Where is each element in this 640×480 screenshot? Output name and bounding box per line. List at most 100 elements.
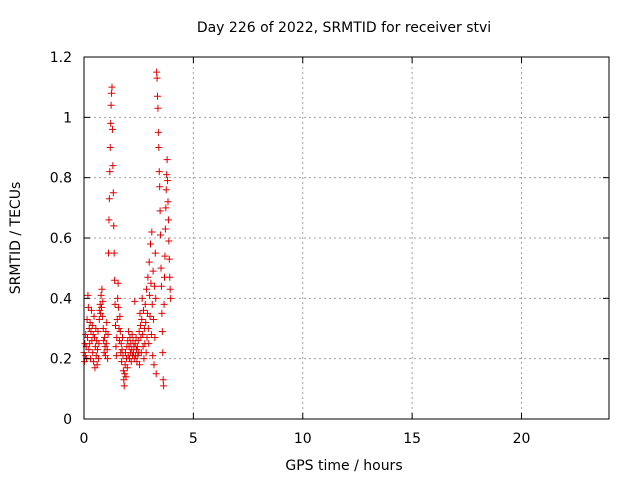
x-tick-label: 10 (294, 431, 312, 447)
data-points (80, 68, 175, 390)
data-point (84, 334, 91, 342)
data-point (88, 321, 96, 329)
data-point (122, 373, 130, 381)
data-point (136, 321, 144, 329)
data-point (138, 315, 146, 323)
data-point (95, 315, 103, 323)
data-point (150, 315, 158, 323)
data-point (104, 355, 112, 363)
data-point (141, 300, 149, 308)
data-point (151, 249, 159, 257)
data-point (90, 312, 98, 320)
data-point (114, 279, 122, 287)
data-point (150, 282, 158, 290)
data-point (108, 89, 116, 97)
y-tick-label: 0.2 (50, 352, 72, 368)
data-point (107, 101, 115, 109)
data-point (109, 162, 117, 170)
data-point (145, 258, 153, 266)
data-point (138, 294, 146, 302)
data-point (147, 240, 154, 248)
data-point (160, 382, 168, 390)
data-point (103, 318, 111, 326)
data-point (149, 352, 157, 360)
data-point (112, 343, 120, 351)
x-axis-ticks: 0 5 10 15 20 (80, 57, 531, 447)
data-point (151, 334, 159, 342)
y-tick-label: 0.6 (50, 231, 72, 247)
y-tick-label: 0 (63, 412, 72, 428)
data-point (160, 300, 168, 308)
data-point (123, 364, 131, 372)
data-point (106, 144, 114, 151)
data-point (146, 291, 154, 299)
data-point (102, 340, 110, 348)
data-point (142, 318, 150, 326)
data-point (152, 370, 160, 378)
data-point (155, 168, 163, 176)
data-point (117, 340, 125, 348)
data-point (114, 294, 122, 302)
data-point (144, 325, 152, 332)
data-point (109, 189, 117, 197)
data-point (94, 346, 102, 354)
data-point (158, 328, 166, 336)
data-point (85, 325, 93, 332)
data-point (165, 255, 173, 263)
y-axis-label: SRMTID / TECUs (8, 182, 24, 295)
data-point (154, 92, 161, 100)
data-point (85, 346, 93, 354)
data-point (166, 273, 174, 281)
data-point (161, 225, 169, 233)
x-tick-label: 20 (513, 431, 531, 447)
data-point (140, 306, 147, 314)
data-point (106, 168, 114, 176)
data-point (147, 331, 155, 339)
data-point (163, 171, 171, 179)
data-point (159, 349, 167, 357)
data-point (135, 328, 143, 336)
data-point (125, 328, 133, 336)
data-point (136, 309, 144, 317)
data-point (89, 331, 97, 339)
data-point (136, 361, 144, 369)
data-point (144, 273, 152, 281)
data-point (157, 231, 165, 239)
data-point (100, 349, 108, 357)
data-point (143, 334, 151, 342)
data-point (98, 285, 106, 293)
data-point (105, 195, 113, 203)
data-point (140, 355, 148, 363)
data-point (107, 119, 115, 127)
data-point (96, 306, 104, 314)
data-point (128, 331, 136, 339)
data-point (108, 125, 116, 133)
data-point (94, 328, 102, 336)
data-point (162, 204, 170, 212)
x-axis-label: GPS time / hours (285, 458, 402, 474)
data-point (150, 361, 158, 369)
data-point (90, 358, 98, 366)
data-point (81, 352, 89, 360)
data-point (145, 340, 153, 348)
data-point (149, 267, 157, 275)
data-point (108, 83, 116, 91)
data-point (82, 331, 90, 339)
x-tick-label: 5 (189, 431, 198, 447)
data-point (110, 249, 118, 257)
data-point (93, 361, 101, 369)
data-point (146, 312, 154, 320)
data-point (94, 355, 102, 363)
data-point (120, 382, 128, 390)
data-point (103, 346, 111, 354)
data-point (137, 334, 145, 342)
data-point (161, 252, 169, 260)
data-point (164, 198, 172, 206)
grid (84, 57, 609, 419)
data-point (97, 291, 105, 299)
data-point (131, 297, 139, 305)
data-point (152, 294, 160, 302)
data-point (105, 216, 113, 224)
data-point (167, 294, 175, 302)
data-point (147, 279, 155, 287)
